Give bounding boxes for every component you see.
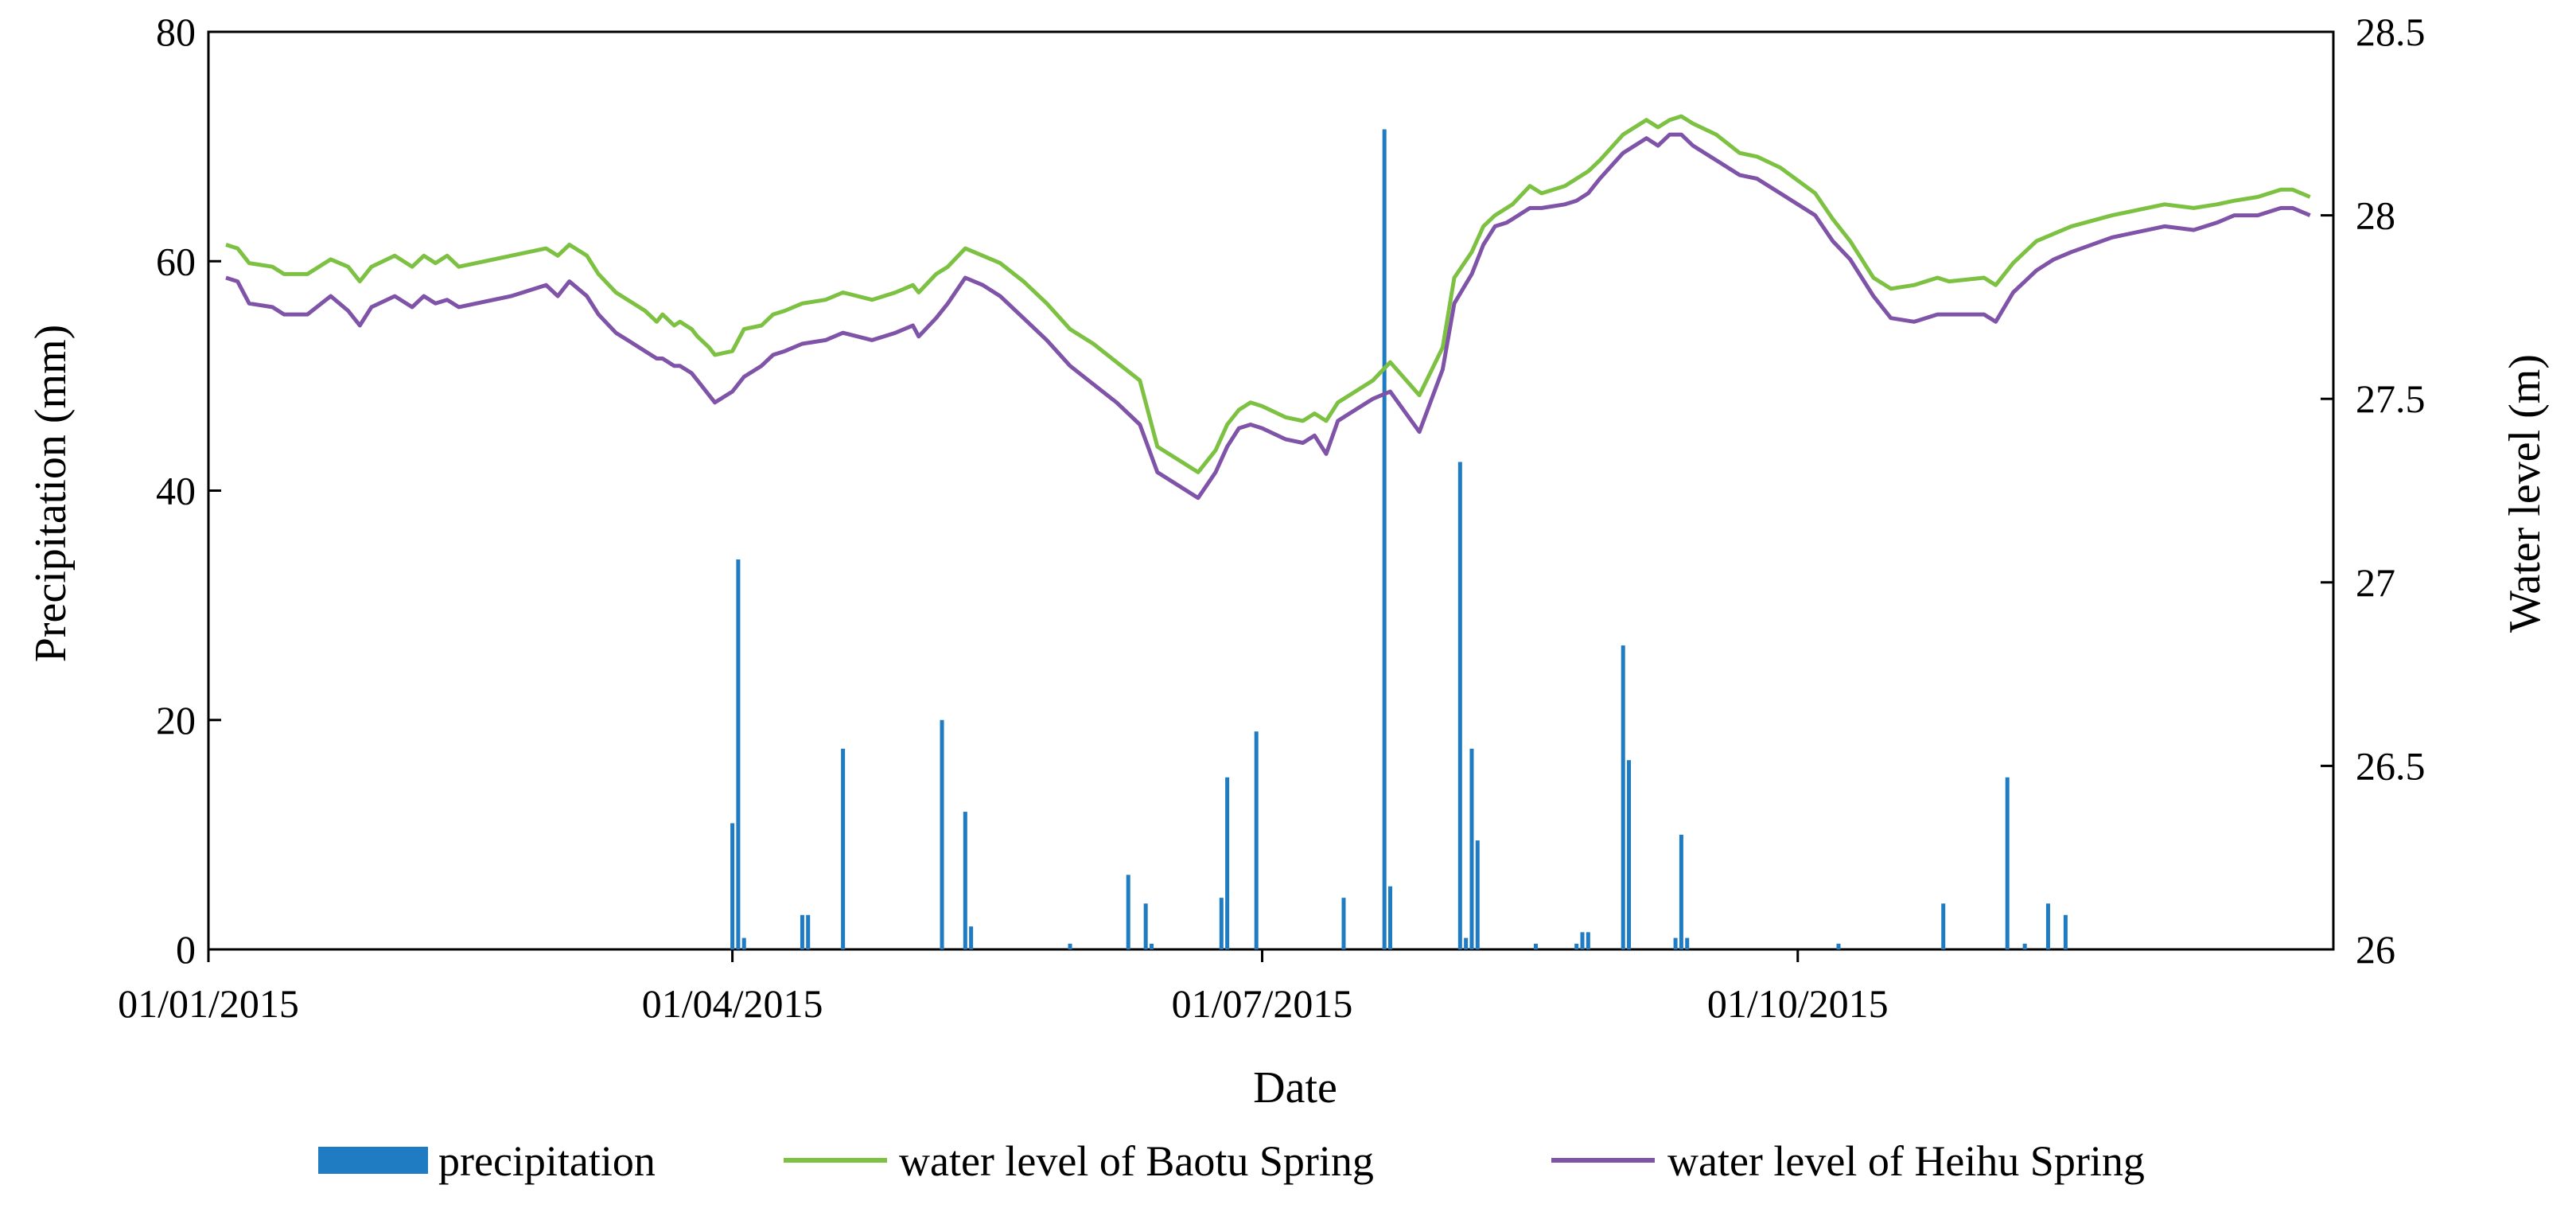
precipitation-bar — [1836, 943, 1841, 949]
y-right-tick-label: 28.5 — [2356, 10, 2426, 54]
precipitation-bar — [800, 914, 804, 949]
precipitation-bar — [1464, 937, 1469, 949]
precipitation-bar — [1941, 903, 1946, 949]
legend-heihu-label: water level of Heihu Spring — [1667, 1137, 2145, 1185]
x-tick-label: 01/04/2015 — [642, 981, 823, 1026]
precipitation-bar — [2063, 914, 2068, 949]
water-level-lines — [225, 114, 2311, 501]
x-tick-label: 01/10/2015 — [1707, 981, 1889, 1026]
precipitation-bar — [1388, 886, 1393, 949]
precipitation-bar — [1574, 943, 1579, 949]
precipitation-bar — [736, 559, 741, 949]
precipitation-bar — [741, 937, 746, 949]
precipitation-bar — [1126, 875, 1130, 949]
plot-frame — [207, 30, 2335, 951]
precipitation-bar — [1469, 748, 1474, 949]
legend-precipitation-swatch — [318, 1147, 428, 1174]
precipitation-bar — [1685, 937, 1690, 949]
precipitation-bar — [1068, 943, 1072, 949]
heihu-water-level-line — [225, 132, 2311, 501]
precipitation-bar — [2022, 943, 2027, 949]
precipitation-bar — [730, 823, 735, 949]
y-left-tick-label: 60 — [156, 239, 196, 283]
precipitation-bar — [1627, 760, 1632, 949]
precipitation-bar — [1457, 462, 1462, 949]
precipitation-bar — [1673, 937, 1678, 949]
precipitation-bar — [1533, 943, 1538, 949]
precipitation-bar — [1580, 932, 1585, 949]
axes: 0 20 40 60 80 26 26.5 27 27.5 28 28.5 01/01/2015 01/… — [118, 10, 2425, 1026]
y-left-tick-label: 20 — [156, 698, 196, 742]
precipitation-bar — [2045, 903, 2050, 949]
precipitation-bar — [841, 748, 846, 949]
precipitation-bar — [963, 812, 967, 949]
precipitation-bar — [1382, 129, 1387, 950]
x-tick-label: 01/01/2015 — [118, 981, 299, 1026]
legend-precipitation-label: precipitation — [438, 1137, 656, 1185]
precipitation-bars — [730, 129, 2068, 950]
precipitation-bar — [940, 719, 944, 949]
y-right-tick-label: 27.5 — [2356, 376, 2426, 421]
y-right-tick-label: 26 — [2356, 927, 2395, 972]
precipitation-bar — [1254, 731, 1259, 949]
y-right-tick-label: 28 — [2356, 193, 2395, 238]
y-right-tick-label: 26.5 — [2356, 743, 2426, 788]
plot-area-border — [207, 30, 2335, 951]
y-right-tick-label: 27 — [2356, 560, 2395, 605]
y-axis-left-title: Precipitation (mm) — [26, 325, 76, 663]
y-left-tick-label: 80 — [156, 10, 196, 54]
precipitation-bar — [2005, 777, 2010, 949]
precipitation-bar — [1586, 932, 1590, 949]
precipitation-bar — [969, 926, 974, 949]
precipitation-bar — [1341, 898, 1346, 949]
precipitation-bar — [1621, 645, 1625, 949]
precipitation-bar — [806, 914, 811, 949]
y-left-tick-label: 0 — [176, 927, 196, 972]
precipitation-bar — [1679, 834, 1683, 949]
baotu-water-level-line — [225, 114, 2311, 474]
x-axis-title: Date — [1253, 1063, 1337, 1113]
y-left-tick-label: 40 — [156, 469, 196, 513]
precipitation-bar — [1143, 903, 1148, 949]
precipitation-bar — [1225, 777, 1230, 949]
precipitation-bar — [1149, 943, 1154, 949]
legend-baotu-label: water level of Baotu Spring — [899, 1137, 1374, 1185]
y-axis-right-title: Water level (m) — [2500, 354, 2550, 633]
precipitation-bar — [1219, 898, 1224, 949]
legend: precipitation water level of Baotu Sprin… — [318, 1137, 2145, 1185]
x-tick-label: 01/07/2015 — [1172, 981, 1353, 1026]
precipitation-bar — [1475, 840, 1480, 949]
